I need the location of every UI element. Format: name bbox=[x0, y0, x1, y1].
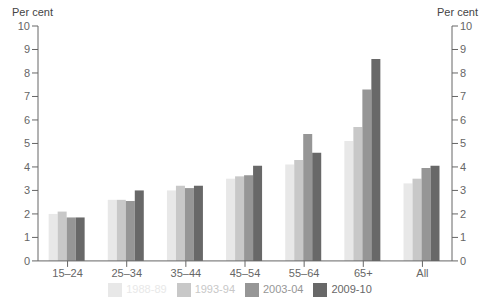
html-text:Per cent: Per cent bbox=[437, 6, 478, 18]
svg-text:1: 1 bbox=[460, 231, 466, 243]
svg-text:5: 5 bbox=[24, 137, 30, 149]
svg-text:4: 4 bbox=[24, 161, 30, 173]
html-text:Per cent: Per cent bbox=[12, 6, 53, 18]
svg-text:3: 3 bbox=[460, 184, 466, 196]
svg-text:1: 1 bbox=[24, 231, 30, 243]
svg-text:7: 7 bbox=[460, 90, 466, 102]
svg-text:45–54: 45–54 bbox=[230, 267, 261, 279]
svg-text:0: 0 bbox=[460, 255, 466, 267]
svg-text:35–44: 35–44 bbox=[171, 267, 202, 279]
svg-text:8: 8 bbox=[24, 67, 30, 79]
html-text:2003-04: 2003-04 bbox=[263, 282, 304, 295]
svg-text:2: 2 bbox=[460, 208, 466, 220]
svg-text:6: 6 bbox=[24, 114, 30, 126]
svg-text:3: 3 bbox=[24, 184, 30, 196]
svg-text:7: 7 bbox=[24, 90, 30, 102]
html-text:1988-89: 1988-89 bbox=[126, 282, 167, 295]
svg-text:10: 10 bbox=[18, 20, 30, 32]
svg-text:5: 5 bbox=[460, 137, 466, 149]
html-text:2009-10: 2009-10 bbox=[331, 282, 372, 295]
svg-text:10: 10 bbox=[460, 20, 472, 32]
svg-text:0: 0 bbox=[24, 255, 30, 267]
svg-text:55–64: 55–64 bbox=[289, 267, 320, 279]
svg-text:15–24: 15–24 bbox=[52, 267, 83, 279]
svg-text:9: 9 bbox=[24, 43, 30, 55]
svg-text:All: All bbox=[416, 267, 428, 279]
svg-text:4: 4 bbox=[460, 161, 466, 173]
svg-text:2: 2 bbox=[24, 208, 30, 220]
html-text:1993-94: 1993-94 bbox=[194, 282, 235, 295]
svg-text:8: 8 bbox=[460, 67, 466, 79]
svg-text:6: 6 bbox=[460, 114, 466, 126]
svg-text:65+: 65+ bbox=[354, 267, 373, 279]
svg-text:9: 9 bbox=[460, 43, 466, 55]
svg-text:25–34: 25–34 bbox=[111, 267, 142, 279]
